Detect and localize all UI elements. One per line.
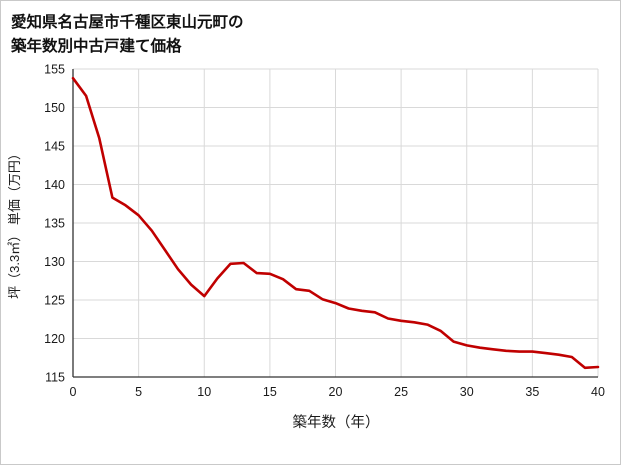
y-axis-label: 坪（3.3㎡） 単価（万円） — [7, 147, 22, 299]
y-tick-label: 145 — [44, 140, 65, 154]
x-tick-label: 15 — [263, 385, 277, 399]
y-tick-label: 130 — [44, 255, 65, 269]
x-axis-label: 築年数（年） — [293, 413, 380, 431]
y-tick-label: 140 — [44, 178, 65, 192]
x-tick-label: 20 — [329, 385, 343, 399]
x-tick-label: 40 — [591, 385, 605, 399]
x-tick-label: 5 — [135, 385, 142, 399]
chart-grid — [72, 68, 599, 378]
chart-title-line1: 愛知県名古屋市千種区東山元町の — [11, 14, 244, 31]
price-line-series — [71, 76, 600, 370]
price-line-chart: 0 5 10 15 20 25 30 35 40 115 120 125 130 135 140 145 150… — [7, 63, 605, 432]
y-tick-label: 155 — [44, 63, 65, 77]
y-tick-label: 115 — [45, 371, 65, 385]
y-tick-label: 125 — [44, 294, 65, 308]
price-line — [71, 76, 600, 370]
chart-title-line2: 築年数別中古戸建て価格 — [11, 38, 182, 55]
x-tick-label: 0 — [70, 385, 77, 399]
y-tick-label: 135 — [44, 217, 65, 231]
axis-tick-labels: 0 5 10 15 20 25 30 35 40 115 120 125 130 135 140 145 150… — [44, 63, 605, 400]
y-tick-label: 120 — [44, 332, 65, 346]
chart-title: 愛知県名古屋市千種区東山元町の 築年数別中古戸建て価格 — [1, 1, 620, 59]
x-tick-label: 35 — [525, 385, 539, 399]
x-tick-label: 25 — [394, 385, 408, 399]
y-tick-label: 150 — [44, 101, 65, 115]
x-tick-label: 10 — [197, 385, 211, 399]
x-tick-label: 30 — [460, 385, 474, 399]
